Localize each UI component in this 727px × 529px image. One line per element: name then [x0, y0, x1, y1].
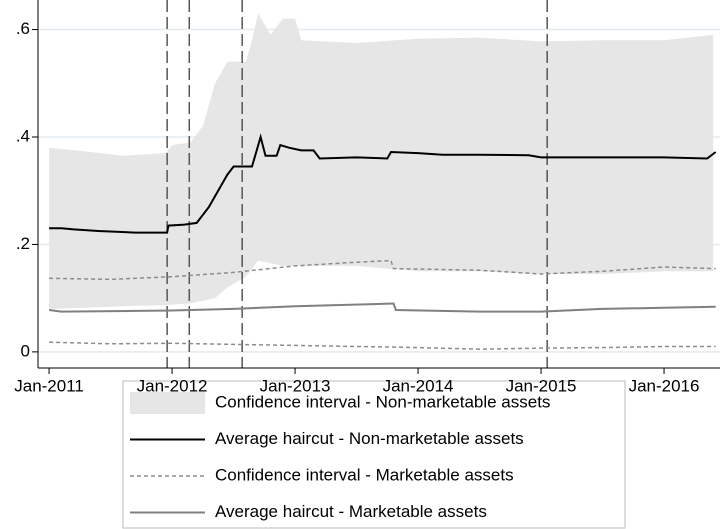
- x-tick-label: Jan-2016: [629, 376, 700, 395]
- legend-box: [122, 380, 626, 529]
- legend-label: Average haircut - Non-marketable assets: [215, 429, 524, 448]
- y-tick-label: 0: [21, 341, 30, 360]
- x-tick-label: Jan-2012: [137, 376, 208, 395]
- legend-label: Confidence interval - Marketable assets: [215, 465, 514, 484]
- confidence-band: [49, 13, 714, 309]
- series-line: [49, 133, 717, 234]
- x-tick-label: Jan-2014: [383, 376, 454, 395]
- x-tick-label: Jan-2015: [506, 376, 577, 395]
- series-line: [48, 302, 716, 313]
- ci-line: [49, 341, 716, 350]
- y-tick-label: .6: [16, 19, 30, 38]
- legend-swatch: [130, 392, 205, 414]
- y-tick-label: .2: [16, 234, 30, 253]
- legend-label: Average haircut - Marketable assets: [215, 502, 487, 521]
- x-tick-label: Jan-2011: [14, 376, 84, 395]
- y-tick-label: .4: [16, 126, 30, 145]
- x-tick-label: Jan-2013: [260, 376, 331, 395]
- legend-label: Confidence interval - Non-marketable ass…: [215, 392, 550, 411]
- ci-line: [49, 259, 716, 281]
